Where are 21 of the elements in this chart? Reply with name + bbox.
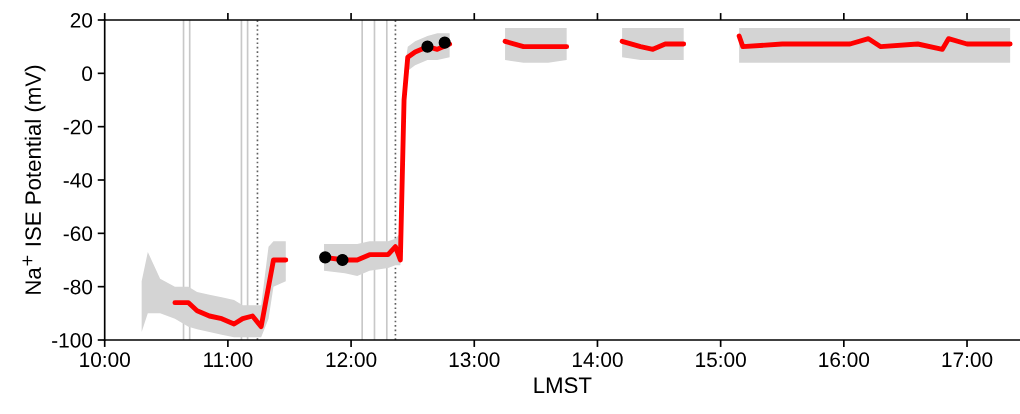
x-axis-title: LMST	[534, 377, 592, 394]
y-tick-label: -40	[63, 173, 93, 188]
y-tick-label: 0	[82, 66, 93, 82]
y-tick-label: -80	[63, 279, 93, 295]
point	[319, 251, 332, 264]
y-axis-title: Na$^{+}$ ISE Potential (mV)	[22, 65, 46, 294]
y-tick-label: -20	[63, 119, 93, 135]
x-tick-label: 12:00	[326, 352, 377, 368]
x-tick-label: 17:00	[942, 352, 993, 368]
x-tick-label: 11:00	[204, 352, 253, 368]
y-tick-label: -60	[63, 226, 93, 242]
y-tick-label: -100	[52, 333, 93, 348]
y-tick-label: 20	[70, 13, 93, 28]
x-tick-label: 16:00	[819, 352, 870, 368]
point	[336, 253, 349, 267]
point	[438, 36, 451, 49]
x-tick-label: 15:00	[696, 352, 746, 368]
point	[421, 40, 434, 53]
x-tick-label: 13:00	[449, 352, 500, 368]
x-tick-label: 10:00	[80, 352, 130, 368]
x-tick-label: 14:00	[572, 352, 623, 368]
